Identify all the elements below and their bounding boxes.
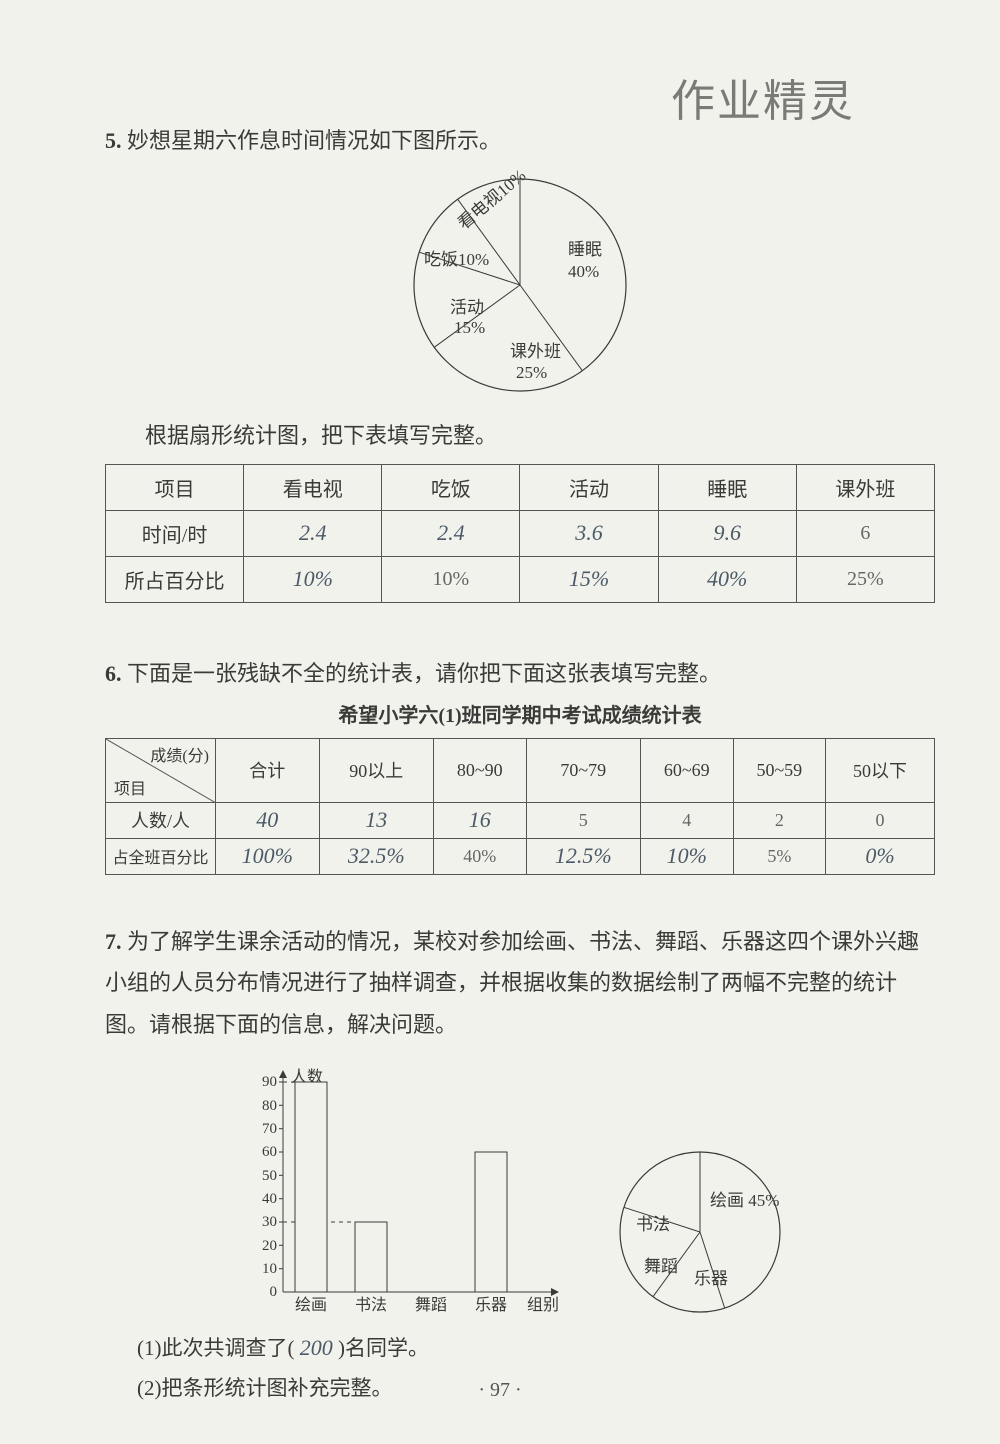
svg-text:80: 80: [262, 1098, 277, 1114]
slice-sleep: 睡眠: [568, 240, 602, 259]
slice-extraclass: 课外班: [510, 342, 561, 361]
q5-r1-c4: 6: [860, 522, 870, 544]
q7-sub1: (1)此次共调查了( 200 )名同学。: [137, 1332, 935, 1362]
q5-table: 项目 看电视 吃饭 活动 睡眠 课外班 时间/时 2.4 2.4 3.6 9.6…: [105, 464, 935, 603]
q5-pie-chart: 睡眠 40% 课外班 25% 活动 15% 吃饭10% 看电视10%: [105, 170, 935, 400]
q6-col-1: 90以上: [319, 738, 433, 802]
svg-text:15%: 15%: [454, 318, 485, 337]
q6-r1-label: 人数/人: [106, 802, 216, 838]
bar-calligraphy: [355, 1222, 387, 1292]
svg-text:乐器: 乐器: [694, 1269, 728, 1288]
svg-text:20: 20: [262, 1238, 277, 1254]
q5-r2-c2: 15%: [569, 566, 609, 591]
svg-text:40: 40: [262, 1191, 277, 1207]
bar-painting: [295, 1082, 327, 1292]
bar-instrument: [475, 1152, 507, 1292]
svg-text:组别: 组别: [527, 1296, 559, 1314]
q6-r2-label: 占全班百分比: [106, 838, 216, 874]
svg-text:25%: 25%: [516, 363, 547, 382]
q5-subtext: 根据扇形统计图，把下表填写完整。: [145, 418, 935, 450]
svg-text:10: 10: [262, 1261, 277, 1277]
q5-th-4: 睡眠: [658, 464, 796, 510]
q6-number: 6.: [105, 661, 122, 686]
q7-sub1-answer: 200: [300, 1335, 333, 1360]
q6-col-0: 合计: [216, 738, 320, 802]
page-number: · 97 ·: [0, 1379, 1000, 1402]
q6-prompt: 6. 下面是一张残缺不全的统计表，请你把下面这张表填写完整。: [105, 653, 935, 695]
svg-text:绘画 45%: 绘画 45%: [710, 1191, 779, 1210]
q6-col-4: 60~69: [641, 738, 734, 802]
q6-text: 下面是一张残缺不全的统计表，请你把下面这张表填写完整。: [127, 661, 721, 686]
q5-r2-c3: 40%: [707, 566, 747, 591]
q6-col-3: 70~79: [526, 738, 640, 802]
q5-th-5: 课外班: [796, 464, 934, 510]
svg-text:书法: 书法: [355, 1296, 387, 1314]
q5-r2-c0: 10%: [293, 566, 333, 591]
q6-caption: 希望小学六(1)班同学期中考试成绩统计表: [105, 699, 935, 728]
q5-r2-c1: 10%: [433, 568, 470, 590]
q5-th-1: 看电视: [244, 464, 382, 510]
svg-text:70: 70: [262, 1121, 277, 1137]
svg-text:90: 90: [262, 1074, 277, 1090]
q5-th-3: 活动: [520, 464, 658, 510]
svg-text:乐器: 乐器: [475, 1296, 507, 1314]
q5-r1-c1: 2.4: [437, 520, 465, 545]
q6-col-6: 50以下: [826, 738, 935, 802]
svg-text:绘画: 绘画: [295, 1296, 327, 1314]
q7-pie-chart: 绘画 45% 乐器 舞蹈 书法: [595, 1142, 805, 1322]
svg-text:60: 60: [262, 1144, 277, 1160]
svg-text:舞蹈: 舞蹈: [415, 1296, 447, 1314]
svg-text:舞蹈: 舞蹈: [644, 1257, 678, 1276]
q6-diag-header: 成绩(分) 项目: [106, 738, 216, 802]
q5-r1-c3: 9.6: [713, 520, 741, 545]
question-6: 6. 下面是一张残缺不全的统计表，请你把下面这张表填写完整。 希望小学六(1)班…: [105, 653, 935, 875]
q7-prompt: 7. 为了解学生课余活动的情况，某校对参加绘画、书法、舞蹈、乐器这四个课外兴趣小…: [105, 921, 935, 1046]
q6-col-5: 50~59: [733, 738, 826, 802]
svg-text:50: 50: [262, 1168, 277, 1184]
q5-th-0: 项目: [106, 464, 244, 510]
q7-number: 7.: [105, 929, 122, 954]
q5-th-2: 吃饭: [382, 464, 520, 510]
question-5: 5. 妙想星期六作息时间情况如下图所示。 睡眠 40% 课外班 25% 活动 1…: [105, 120, 935, 603]
q6-table: 成绩(分) 项目 合计 90以上 80~90 70~79 60~69 50~59…: [105, 738, 935, 875]
watermark-text: 作业精灵: [671, 65, 855, 129]
svg-text:40%: 40%: [568, 262, 599, 281]
q5-text: 妙想星期六作息时间情况如下图所示。: [127, 128, 501, 153]
svg-text:30: 30: [262, 1214, 277, 1230]
q5-number: 5.: [105, 128, 122, 153]
q5-r2-c4: 25%: [847, 568, 884, 590]
q6-col-2: 80~90: [434, 738, 527, 802]
q5-r1-label: 时间/时: [106, 510, 244, 556]
q5-r2-label: 所占百分比: [106, 556, 244, 602]
svg-text:0: 0: [270, 1284, 278, 1300]
slice-eat: 吃饭10%: [424, 250, 489, 269]
q7-bar-chart: 人数 组别 0 10 20 30 40 50 60 70 80 90: [235, 1062, 565, 1322]
slice-activity: 活动: [450, 298, 484, 317]
svg-text:书法: 书法: [636, 1215, 670, 1234]
q5-r1-c0: 2.4: [299, 520, 327, 545]
q5-r1-c2: 3.6: [575, 520, 603, 545]
question-7: 7. 为了解学生课余活动的情况，某校对参加绘画、书法、舞蹈、乐器这四个课外兴趣小…: [105, 921, 935, 1402]
q7-text: 为了解学生课余活动的情况，某校对参加绘画、书法、舞蹈、乐器这四个课外兴趣小组的人…: [105, 929, 919, 1038]
